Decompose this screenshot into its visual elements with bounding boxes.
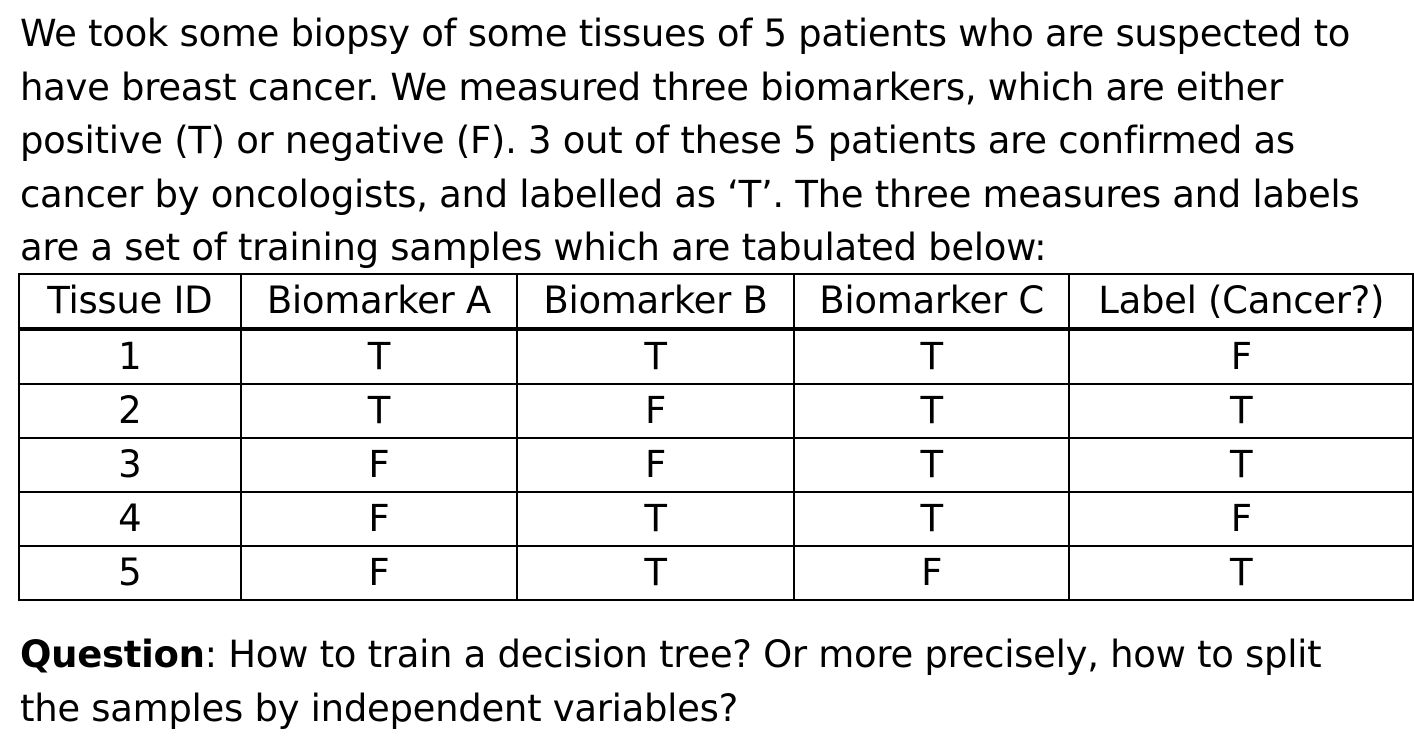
table-row: 1 T T T F bbox=[18, 328, 1414, 385]
cell-tissue-id: 2 bbox=[18, 383, 242, 439]
intro-line: have breast cancer. We measured three bi… bbox=[20, 65, 1284, 109]
table-row: 2 T F T T bbox=[18, 383, 1414, 439]
cell-label: T bbox=[1068, 437, 1414, 493]
cell-biomarker-b: F bbox=[516, 437, 795, 493]
question-line: the samples by independent variables? bbox=[20, 686, 738, 730]
cell-biomarker-c: T bbox=[792, 383, 1071, 439]
question-text: : How to train a decision tree? Or more … bbox=[204, 633, 1322, 676]
question-label: Question bbox=[20, 633, 205, 676]
table-header-row: Tissue ID Biomarker A Biomarker B Biomar… bbox=[18, 273, 1414, 331]
table-row: 5 F T F T bbox=[18, 545, 1414, 601]
cell-biomarker-c: F bbox=[792, 545, 1071, 601]
cell-label: F bbox=[1068, 491, 1414, 547]
column-header-label: Label (Cancer?) bbox=[1068, 273, 1414, 331]
cell-tissue-id: 1 bbox=[18, 328, 242, 385]
intro-line: positive (T) or negative (F). 3 out of t… bbox=[20, 119, 1295, 162]
cell-tissue-id: 5 bbox=[18, 545, 242, 601]
column-header-tissue-id: Tissue ID bbox=[18, 273, 242, 331]
question-paragraph: Question: How to train a decision tree? … bbox=[20, 628, 1322, 735]
column-header-biomarker-b: Biomarker B bbox=[516, 273, 795, 331]
intro-line: We took some biopsy of some tissues of 5… bbox=[20, 12, 1351, 55]
cell-biomarker-c: T bbox=[792, 328, 1071, 385]
table-row: 4 F T T F bbox=[18, 491, 1414, 547]
cell-biomarker-a: F bbox=[239, 545, 519, 601]
cell-tissue-id: 3 bbox=[18, 437, 242, 493]
cell-biomarker-a: F bbox=[239, 491, 519, 547]
column-header-biomarker-c: Biomarker C bbox=[792, 273, 1071, 331]
cell-label: T bbox=[1068, 383, 1414, 439]
cell-biomarker-c: T bbox=[792, 491, 1071, 547]
cell-biomarker-b: T bbox=[516, 491, 795, 547]
cell-biomarker-a: F bbox=[239, 437, 519, 493]
cell-tissue-id: 4 bbox=[18, 491, 242, 547]
cell-biomarker-a: T bbox=[239, 383, 519, 439]
column-header-biomarker-a: Biomarker A bbox=[239, 273, 519, 331]
cell-biomarker-b: T bbox=[516, 545, 795, 601]
cell-label: T bbox=[1068, 545, 1414, 601]
intro-line: cancer by oncologists, and labelled as ‘… bbox=[20, 172, 1360, 216]
intro-line: are a set of training samples which are … bbox=[20, 226, 1047, 269]
cell-label: F bbox=[1068, 328, 1414, 385]
cell-biomarker-c: T bbox=[792, 437, 1071, 493]
intro-paragraph: We took some biopsy of some tissues of 5… bbox=[20, 7, 1410, 275]
table-row: 3 F F T T bbox=[18, 437, 1414, 493]
cell-biomarker-a: T bbox=[239, 328, 519, 385]
cell-biomarker-b: T bbox=[516, 328, 795, 385]
training-samples-table: Tissue ID Biomarker A Biomarker B Biomar… bbox=[18, 273, 1414, 601]
cell-biomarker-b: F bbox=[516, 383, 795, 439]
question-line: Question: How to train a decision tree? … bbox=[20, 628, 1322, 682]
